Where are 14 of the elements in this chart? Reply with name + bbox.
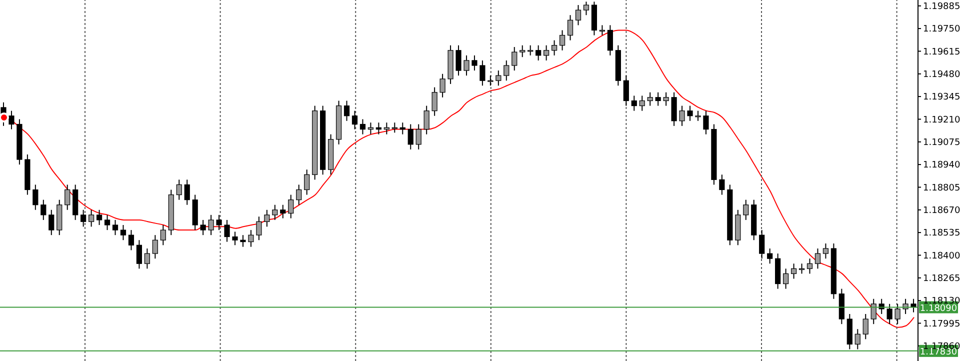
- y-tick-label: 1.17995: [923, 319, 960, 330]
- y-tick-label: 1.18940: [923, 160, 960, 171]
- y-tick-label: 1.19345: [923, 92, 960, 103]
- y-tick-label: 1.19210: [923, 115, 960, 126]
- y-tick-label: 1.19750: [923, 24, 960, 35]
- y-tick-label: 1.18670: [923, 206, 960, 216]
- y-tick-label: 1.18805: [923, 183, 960, 194]
- y-tick-label: 1.19885: [923, 2, 960, 12]
- y-tick-label: 1.19075: [923, 138, 960, 148]
- y-tick-label: 1.18535: [923, 228, 960, 239]
- y-tick-label: 1.19615: [923, 47, 960, 58]
- y-tick-label: 1.18265: [923, 274, 960, 284]
- y-tick-label: 1.18400: [923, 251, 960, 262]
- y-tick-label: 1.19480: [923, 70, 960, 80]
